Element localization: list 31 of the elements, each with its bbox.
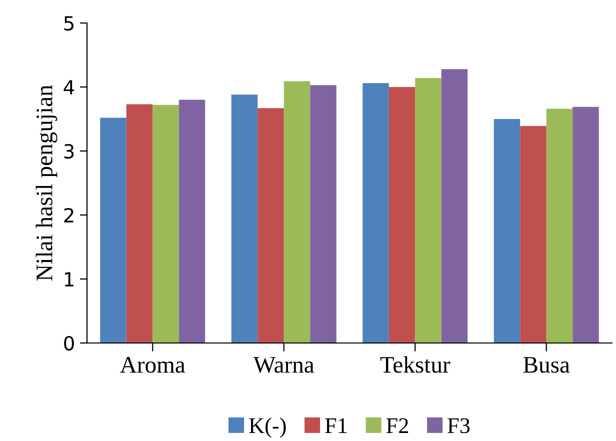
bar (415, 78, 442, 343)
x-tick-label: Warna (253, 357, 314, 373)
y-tick-label: 1 (64, 272, 74, 286)
x-tick-label: Aroma (120, 356, 186, 373)
legend-label: K(-) (249, 418, 286, 438)
y-tick-label: 2 (64, 208, 74, 222)
bar (100, 118, 126, 343)
bar (494, 119, 520, 343)
x-tick-label: Tekstur (380, 356, 450, 373)
legend-label: F1 (325, 418, 347, 433)
bar (441, 69, 468, 343)
legend-label: F3 (448, 418, 470, 434)
bar (258, 108, 284, 343)
legend-label: F2 (386, 418, 408, 433)
bar (572, 106, 599, 343)
bar (126, 104, 153, 343)
bar (152, 104, 179, 343)
bar (546, 108, 573, 343)
y-tick-label: 3 (64, 144, 74, 159)
bar (388, 87, 416, 343)
bar (178, 100, 206, 343)
x-tick-label: Busa (523, 357, 570, 373)
y-tick-label: 5 (64, 16, 74, 31)
bar (284, 81, 310, 343)
bar (362, 83, 389, 343)
bar (520, 126, 546, 343)
y-tick-label: 4 (64, 80, 74, 94)
bar (310, 85, 336, 343)
y-axis-title: Nilai hasil pengujian (36, 85, 58, 281)
bar (231, 94, 258, 343)
y-tick-label: 0 (64, 336, 74, 351)
